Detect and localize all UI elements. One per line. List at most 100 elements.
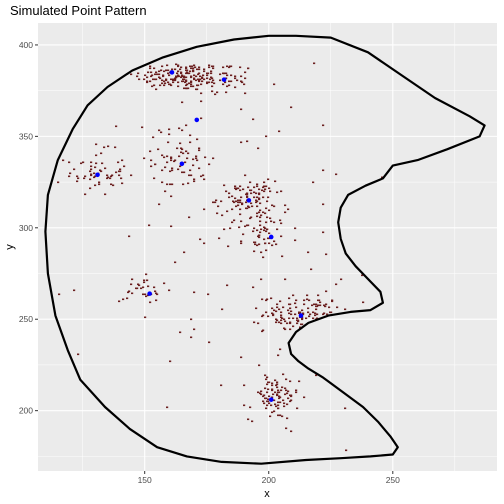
event-point: [295, 390, 297, 392]
event-point: [294, 314, 296, 316]
event-point: [258, 235, 260, 237]
event-point: [192, 159, 194, 161]
event-point: [253, 251, 255, 253]
event-point: [271, 205, 273, 207]
event-point: [109, 178, 111, 180]
event-point: [262, 187, 264, 189]
event-point: [95, 144, 97, 146]
event-point: [161, 80, 163, 82]
event-point: [150, 72, 152, 74]
event-point: [246, 141, 248, 143]
event-point: [62, 160, 64, 162]
event-point: [256, 186, 258, 188]
event-point: [225, 92, 227, 94]
event-point: [279, 301, 281, 303]
event-point: [265, 398, 267, 400]
event-point: [90, 175, 92, 177]
event-point: [266, 377, 268, 379]
event-point: [157, 149, 159, 151]
event-point: [336, 307, 338, 309]
event-point: [201, 78, 203, 80]
event-point: [168, 134, 170, 136]
event-point: [149, 68, 151, 70]
event-point: [229, 228, 231, 230]
event-point: [177, 169, 179, 171]
event-point: [237, 205, 239, 207]
event-point: [266, 405, 268, 407]
event-point: [307, 252, 309, 254]
event-point: [221, 309, 223, 311]
event-point: [273, 310, 275, 312]
event-point: [174, 262, 176, 264]
event-point: [287, 310, 289, 312]
event-point: [190, 86, 192, 88]
event-point: [252, 231, 254, 233]
event-point: [158, 77, 160, 79]
event-point: [313, 63, 315, 65]
event-point: [322, 232, 324, 234]
event-point: [288, 298, 290, 300]
event-point: [270, 298, 272, 300]
plot-panel: [38, 23, 497, 471]
event-point: [260, 215, 262, 217]
event-point: [226, 211, 228, 213]
event-point: [181, 75, 183, 77]
event-point: [265, 231, 267, 233]
event-point: [149, 81, 151, 83]
event-point: [143, 158, 145, 160]
event-point: [268, 210, 270, 212]
event-point: [314, 315, 316, 317]
event-point: [280, 236, 282, 238]
event-point: [172, 79, 174, 81]
event-point: [256, 206, 258, 208]
event-point: [268, 188, 270, 190]
event-point: [217, 206, 219, 208]
event-point: [284, 212, 286, 214]
event-point: [260, 394, 262, 396]
event-point: [136, 76, 138, 78]
event-point: [174, 160, 176, 162]
event-point: [183, 76, 185, 78]
event-point: [273, 206, 275, 208]
event-point: [262, 197, 264, 199]
event-point: [306, 299, 308, 301]
event-point: [120, 178, 122, 180]
event-point: [185, 68, 187, 70]
event-point: [201, 81, 203, 83]
event-point: [257, 392, 259, 394]
event-point: [238, 227, 240, 229]
event-point: [235, 206, 237, 208]
event-point: [208, 342, 210, 344]
event-point: [211, 66, 213, 68]
x-axis-label: x: [264, 488, 270, 500]
event-point: [240, 357, 242, 359]
event-point: [325, 304, 327, 306]
event-point: [246, 193, 248, 195]
event-point: [179, 332, 181, 334]
event-point: [93, 173, 95, 175]
event-point: [144, 75, 146, 77]
event-point: [198, 73, 200, 75]
event-point: [289, 329, 291, 331]
event-point: [207, 294, 209, 296]
event-point: [169, 84, 171, 86]
event-point: [277, 355, 279, 357]
event-point: [76, 181, 78, 183]
event-point: [76, 176, 78, 178]
event-point: [274, 392, 276, 394]
event-point: [180, 72, 182, 74]
event-point: [161, 170, 163, 172]
event-point: [323, 313, 325, 315]
event-point: [150, 166, 152, 168]
event-point: [68, 176, 70, 178]
event-point: [106, 175, 108, 177]
event-point: [165, 80, 167, 82]
event-point: [177, 71, 179, 73]
cluster-center-point: [269, 397, 274, 402]
event-point: [212, 80, 214, 82]
event-point: [235, 201, 237, 203]
event-point: [271, 313, 273, 315]
event-point: [290, 400, 292, 402]
event-point: [253, 192, 255, 194]
event-point: [192, 86, 194, 88]
